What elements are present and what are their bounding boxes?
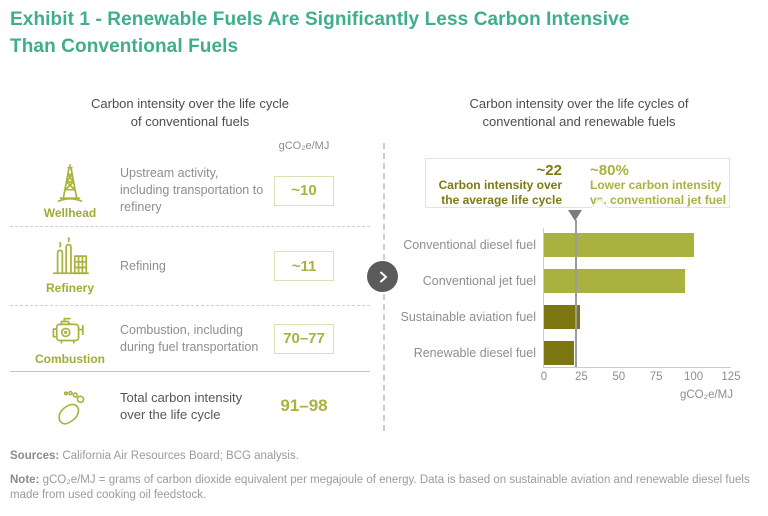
chart-bar [544, 305, 580, 329]
total-value-text: 91–98 [280, 395, 328, 415]
x-tick-label: 25 [574, 371, 588, 383]
lifecycle-row-combustion: Combustion Combustion, including during … [10, 305, 370, 371]
combustion-stage-cell: Combustion [30, 312, 110, 366]
x-tick-label: 50 [612, 371, 626, 383]
bar-label: Sustainable aviation fuel [400, 310, 536, 324]
reference-marker-down-triangle-icon [568, 210, 583, 221]
callout-box: ~22 Carbon intensity over the average li… [425, 158, 730, 217]
x-tick-label: 125 [721, 371, 741, 383]
stage-description: Combustion, including during fuel transp… [120, 322, 259, 354]
lifecycle-row-wellhead: Wellhead Upstream activity, including tr… [10, 155, 370, 226]
left-panel-title-line1: Carbon intensity over the life cycle [91, 96, 289, 111]
combustion-icon [52, 317, 84, 344]
bar-chart: Conventional diesel fuel Conventional je… [400, 210, 741, 401]
x-tick-label: 100 [684, 371, 704, 383]
refinery-stage-cell: Refinery [30, 237, 110, 295]
exhibit-title-line1: Exhibit 1 - Renewable Fuels Are Signific… [10, 9, 630, 30]
right-panel-title: Carbon intensity over the life cycles of… [400, 95, 758, 131]
bar-label: Conventional jet fuel [422, 274, 536, 288]
chart-bar [544, 233, 694, 257]
lifecycle-rows: Wellhead Upstream activity, including tr… [10, 155, 370, 439]
total-description: Total carbon intensity over the life cyc… [120, 389, 243, 422]
value-col: ~10 [274, 175, 334, 206]
callout-right: ~80% Lower carbon intensity vs. conventi… [576, 159, 729, 207]
sources-label: Sources: [10, 450, 60, 462]
lifecycle-row-total: Total carbon intensity over the life cyc… [10, 371, 370, 439]
callout-left-value: ~22 [536, 162, 562, 179]
footer-note: Note: gCO₂e/MJ = grams of carbon dioxide… [10, 473, 762, 503]
left-panel: Carbon intensity over the life cycle of … [10, 95, 370, 425]
callout-left-caption: Carbon intensity over the average life c… [438, 178, 562, 207]
next-arrow-circle [367, 261, 398, 292]
value-col: 70–77 [274, 323, 334, 354]
stage-label-combustion: Combustion [35, 351, 105, 366]
stage-label-refinery: Refinery [45, 281, 95, 295]
x-axis-ticks: 0 25 50 75 100 125 [541, 228, 741, 383]
chart-bar [544, 341, 574, 365]
value-text: ~10 [291, 182, 317, 199]
wellhead-stage-cell: Wellhead [30, 162, 110, 220]
callout-right-caption: Lower carbon intensity vs. conventional … [590, 178, 727, 207]
stage-description: Refining [120, 258, 166, 273]
sources-text: California Air Resources Board; BCG anal… [59, 450, 299, 462]
right-panel-title-line1: Carbon intensity over the life cycles of [469, 96, 689, 111]
bar-label: Renewable diesel fuel [413, 346, 536, 360]
chart-bar [544, 269, 685, 293]
note-text: gCO₂e/MJ = grams of carbon dioxide equiv… [10, 474, 750, 501]
right-panel-title-line2: conventional and renewable fuels [482, 114, 676, 129]
exhibit-title: Exhibit 1 - Renewable Fuels Are Signific… [10, 6, 650, 60]
total-stage-cell [30, 384, 110, 428]
chart-plot-area: 0 25 50 75 100 125 gCO₂e/MJ [541, 210, 741, 401]
value-col: ~11 [274, 251, 334, 281]
chevron-right-icon [379, 271, 387, 282]
lifecycle-row-refinery: Refinery Refining ~11 [10, 226, 370, 305]
x-tick-label: 75 [649, 371, 663, 383]
left-panel-title-line2: of conventional fuels [130, 114, 250, 129]
reference-line [575, 220, 578, 367]
x-tick-label: 0 [540, 371, 548, 383]
note-label: Note: [10, 474, 40, 486]
value-text: ~11 [291, 257, 317, 275]
refinery-icon [52, 237, 89, 275]
value-box-combustion: 70–77 [274, 323, 334, 354]
stage-label-wellhead: Wellhead [43, 205, 97, 220]
value-col: 91–98 [274, 396, 334, 416]
footer-sources: Sources: California Air Resources Board;… [10, 449, 762, 464]
bar-label: Conventional diesel fuel [403, 238, 536, 252]
value-box-wellhead: ~10 [274, 175, 334, 206]
stage-description: Upstream activity, including transportat… [120, 166, 264, 214]
value-text: 70–77 [283, 330, 325, 347]
footprint-icon [58, 390, 85, 425]
exhibit-title-line2: Than Conventional Fuels [10, 36, 239, 57]
left-unit-header: gCO₂e/MJ [278, 140, 330, 152]
value-box-refinery: ~11 [274, 251, 334, 281]
left-panel-title: Carbon intensity over the life cycle of … [10, 95, 370, 131]
right-panel: Carbon intensity over the life cycles of… [400, 95, 758, 401]
callout-left: ~22 Carbon intensity over the average li… [426, 159, 576, 207]
callout-right-value: ~80% [590, 162, 629, 179]
x-axis-unit-label: gCO₂e/MJ [679, 389, 733, 401]
wellhead-icon [57, 163, 83, 202]
